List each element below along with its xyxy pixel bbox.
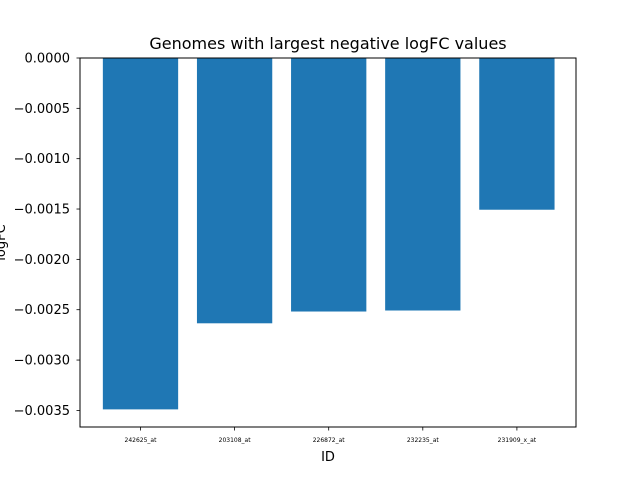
y-tick-label: −0.0035 <box>14 404 70 419</box>
y-tick-label: −0.0025 <box>14 303 70 318</box>
x-tick-label: 242625_at <box>125 437 158 444</box>
y-axis-label: logFC <box>0 224 9 260</box>
bar-203108_at <box>196 58 273 324</box>
x-tick-label: 203108_at <box>219 437 252 444</box>
y-tick-label: −0.0010 <box>14 152 70 167</box>
x-tick-label: 232235_at <box>407 437 440 444</box>
bar-242625_at <box>102 58 179 410</box>
bars-group <box>102 58 555 410</box>
bar-231909_x_at <box>479 58 555 210</box>
y-tick-label: −0.0005 <box>14 102 70 117</box>
x-axis-label: ID <box>321 450 335 465</box>
y-tick-label: −0.0020 <box>14 253 70 268</box>
y-tick-label: −0.0015 <box>14 203 70 218</box>
bar-232235_at <box>385 58 461 311</box>
plot-frame <box>79 57 577 428</box>
bar-226872_at <box>291 58 367 312</box>
y-ticks-group: 0.0000 −0.0005 −0.0010 −0.0015 −0.0020 −0.002… <box>14 52 80 419</box>
y-tick-label: 0.0000 <box>25 52 71 67</box>
x-tick-label: 226872_at <box>313 437 346 444</box>
chart-title: Genomes with largest negative logFC valu… <box>149 34 506 53</box>
x-tick-label: 231909_x_at <box>498 437 537 444</box>
y-tick-label: −0.0030 <box>14 354 70 369</box>
x-ticks-group: 242625_at 203108_at 226872_at 232235_at 2319… <box>125 427 537 444</box>
